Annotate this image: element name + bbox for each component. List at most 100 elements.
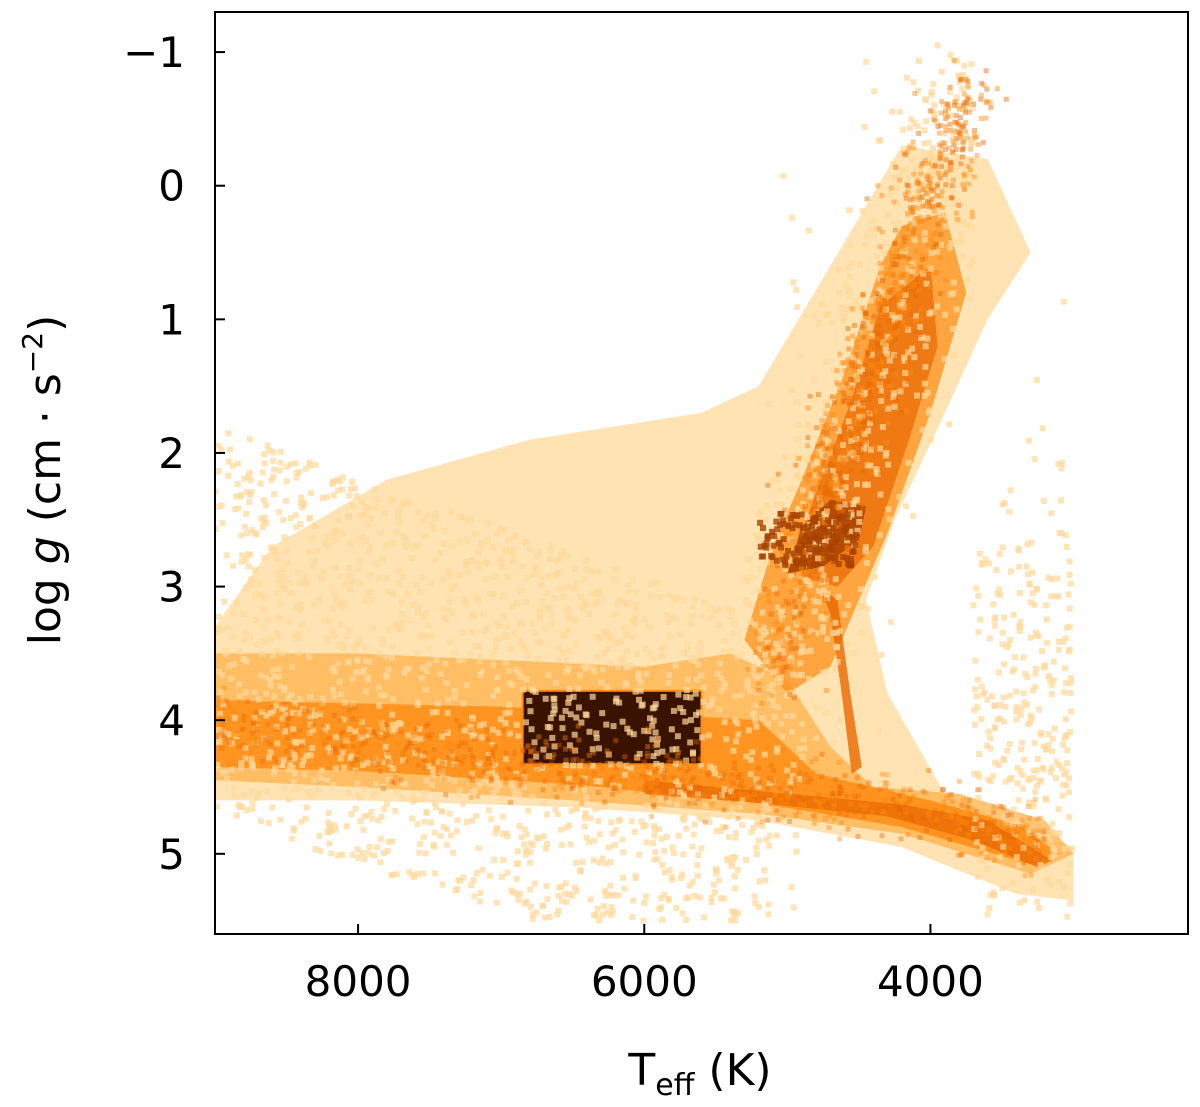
density-point bbox=[607, 776, 613, 782]
density-point bbox=[491, 573, 498, 580]
density-point bbox=[859, 409, 865, 415]
density-point bbox=[916, 194, 923, 201]
density-point bbox=[904, 234, 910, 240]
density-point bbox=[687, 766, 692, 772]
density-point bbox=[544, 811, 550, 818]
density-point bbox=[221, 598, 228, 605]
density-point bbox=[385, 666, 392, 673]
density-point bbox=[749, 786, 755, 792]
density-point bbox=[819, 417, 825, 423]
density-point bbox=[721, 786, 728, 793]
density-point bbox=[958, 104, 964, 111]
density-point bbox=[871, 444, 877, 450]
density-point bbox=[848, 376, 854, 382]
density-point bbox=[927, 108, 933, 114]
density-point bbox=[670, 775, 676, 781]
density-point bbox=[292, 746, 298, 752]
density-point bbox=[632, 589, 639, 596]
density-point bbox=[575, 723, 581, 729]
density-point bbox=[1020, 654, 1027, 661]
density-point bbox=[846, 346, 852, 352]
density-point bbox=[544, 841, 550, 847]
density-point bbox=[782, 665, 788, 671]
density-point bbox=[322, 737, 328, 743]
density-point bbox=[518, 766, 524, 772]
density-point bbox=[239, 755, 245, 761]
density-point bbox=[984, 696, 991, 703]
density-point bbox=[819, 807, 825, 813]
density-point bbox=[297, 579, 304, 586]
density-point bbox=[262, 737, 268, 743]
density-point bbox=[309, 745, 316, 751]
density-point bbox=[345, 512, 351, 519]
density-point bbox=[517, 638, 523, 645]
density-point bbox=[443, 680, 450, 687]
density-point bbox=[251, 530, 258, 537]
density-point bbox=[248, 527, 255, 534]
density-point bbox=[1068, 708, 1075, 715]
density-point bbox=[833, 776, 839, 782]
density-point bbox=[883, 240, 890, 247]
density-point bbox=[782, 561, 789, 568]
density-point bbox=[939, 144, 945, 149]
density-point bbox=[943, 214, 950, 221]
density-point bbox=[311, 602, 318, 609]
density-point bbox=[985, 776, 992, 783]
density-point bbox=[959, 124, 965, 130]
density-point bbox=[384, 800, 390, 807]
density-point bbox=[951, 57, 957, 63]
density-point bbox=[994, 833, 1000, 839]
density-point bbox=[812, 797, 818, 803]
density-point bbox=[348, 811, 355, 817]
density-point bbox=[792, 576, 798, 582]
density-point bbox=[234, 460, 241, 467]
density-point bbox=[447, 639, 454, 646]
density-point bbox=[559, 771, 565, 777]
density-point bbox=[840, 457, 846, 463]
density-point bbox=[512, 750, 517, 756]
density-point bbox=[448, 832, 454, 839]
density-point bbox=[839, 304, 845, 311]
density-point bbox=[522, 851, 529, 858]
density-point bbox=[497, 716, 504, 723]
density-point bbox=[282, 497, 289, 504]
density-point bbox=[811, 395, 818, 402]
density-point bbox=[602, 802, 609, 809]
density-point bbox=[850, 650, 857, 657]
density-point bbox=[559, 897, 566, 904]
density-point bbox=[1029, 832, 1035, 838]
density-point bbox=[891, 390, 897, 397]
density-point bbox=[963, 129, 969, 135]
density-point bbox=[546, 753, 552, 760]
density-point bbox=[375, 684, 382, 691]
density-point bbox=[444, 709, 451, 716]
density-point bbox=[358, 734, 365, 741]
density-point bbox=[847, 801, 853, 807]
density-point bbox=[567, 648, 573, 655]
density-point bbox=[768, 611, 774, 617]
density-point bbox=[717, 772, 723, 779]
density-point bbox=[343, 823, 350, 830]
density-point bbox=[958, 231, 965, 238]
density-point bbox=[469, 629, 475, 635]
density-point bbox=[272, 765, 279, 772]
density-point bbox=[1064, 913, 1071, 920]
density-point bbox=[807, 582, 814, 589]
density-point bbox=[378, 734, 384, 740]
density-point bbox=[827, 449, 833, 455]
density-point bbox=[293, 474, 300, 481]
density-point bbox=[779, 603, 785, 609]
density-point bbox=[858, 318, 865, 325]
density-point bbox=[971, 721, 978, 728]
density-point bbox=[791, 757, 797, 763]
density-point bbox=[818, 579, 825, 585]
density-point bbox=[830, 480, 836, 486]
density-point bbox=[905, 189, 911, 195]
density-point bbox=[850, 333, 856, 339]
density-point bbox=[259, 650, 265, 657]
density-point bbox=[849, 359, 855, 365]
density-point bbox=[528, 726, 535, 733]
density-point bbox=[1006, 508, 1013, 515]
density-point bbox=[513, 774, 519, 780]
density-point bbox=[644, 780, 650, 786]
